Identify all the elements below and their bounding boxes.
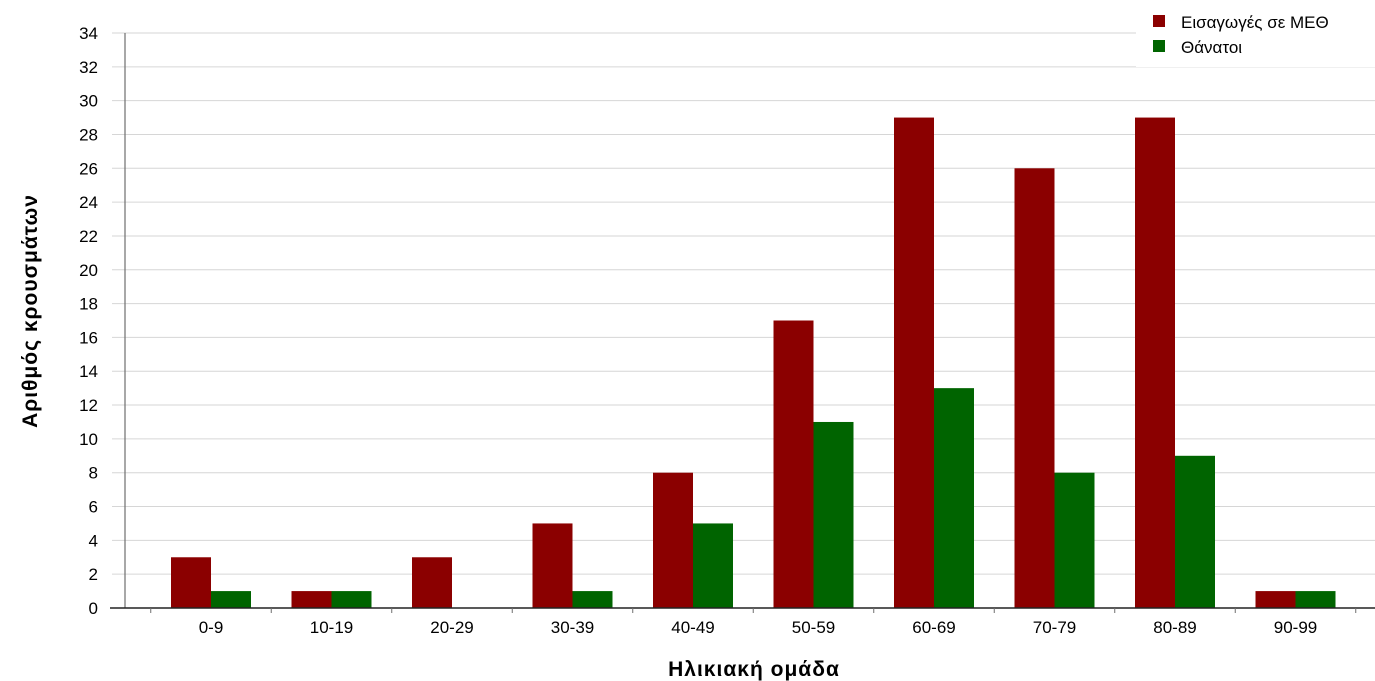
y-tick-label: 4 — [89, 531, 98, 550]
y-tick-label: 30 — [79, 92, 98, 111]
y-tick-label: 10 — [79, 430, 98, 449]
icu-admissions-bar-80-89 — [1135, 117, 1175, 608]
x-tick-label: 70-79 — [1033, 618, 1076, 637]
deaths-bar-90-99 — [1295, 591, 1336, 608]
x-tick-label: 0-9 — [199, 618, 224, 637]
y-tick-label: 12 — [79, 396, 98, 415]
icu-admissions-bar-60-69 — [894, 117, 934, 608]
y-tick-label: 16 — [79, 328, 98, 347]
x-tick-label: 30-39 — [551, 618, 594, 637]
x-tick-label: 20-29 — [430, 618, 473, 637]
deaths-bar-30-39 — [572, 591, 613, 608]
icu-admissions-bar-0-9 — [171, 557, 211, 608]
icu-admissions-bar-20-29 — [412, 557, 452, 608]
deaths-bar-60-69 — [934, 388, 974, 608]
axes — [110, 33, 1375, 613]
deaths-bar-80-89 — [1175, 455, 1215, 608]
y-tick-label: 2 — [89, 565, 98, 584]
y-tick-label: 28 — [79, 125, 98, 144]
deaths-bar-50-59 — [813, 421, 854, 608]
y-tick-label: 22 — [79, 227, 98, 246]
y-axis-title: Αριθμός κρουσμάτων — [19, 194, 42, 428]
icu-admissions-bar-10-19 — [291, 591, 332, 608]
legend-swatch-deaths — [1153, 40, 1165, 52]
x-tick-label: 90-99 — [1274, 618, 1317, 637]
bars — [171, 117, 1336, 608]
x-tick-label: 50-59 — [792, 618, 835, 637]
icu-admissions-bar-30-39 — [532, 523, 573, 608]
x-axis-title: Ηλικιακή ομάδα — [668, 658, 840, 681]
y-tick-label: 8 — [89, 464, 98, 483]
y-tick-label: 34 — [79, 24, 98, 43]
deaths-bar-40-49 — [693, 523, 733, 608]
legend-swatch-icu-admissions — [1153, 15, 1165, 27]
legend-label-icu-admissions: Εισαγωγές σε ΜΕΘ — [1181, 13, 1329, 32]
x-tick-label: 40-49 — [671, 618, 714, 637]
x-tick-label: 60-69 — [912, 618, 955, 637]
y-tick-label: 18 — [79, 295, 98, 314]
deaths-bar-70-79 — [1054, 472, 1095, 608]
legend-background — [1136, 0, 1375, 67]
x-tick-label: 80-89 — [1153, 618, 1196, 637]
legend: Εισαγωγές σε ΜΕΘ Θάνατοι — [1136, 0, 1375, 67]
y-tick-label: 26 — [79, 159, 98, 178]
legend-label-deaths: Θάνατοι — [1181, 38, 1242, 57]
x-tick-label: 10-19 — [310, 618, 353, 637]
y-tick-label: 20 — [79, 261, 98, 280]
y-tick-label: 24 — [79, 193, 98, 212]
deaths-bar-10-19 — [331, 591, 372, 608]
deaths-bar-0-9 — [211, 591, 251, 608]
icu-admissions-bar-40-49 — [653, 472, 693, 608]
icu-admissions-bar-90-99 — [1255, 591, 1296, 608]
y-tick-label: 0 — [89, 599, 98, 618]
y-tick-label: 32 — [79, 58, 98, 77]
y-tick-label: 14 — [79, 362, 98, 381]
x-tick-labels: 0-9 10-19 20-29 30-39 40-49 50-59 60-69 70-79 80… — [199, 618, 1318, 637]
icu-admissions-bar-50-59 — [773, 320, 814, 608]
icu-admissions-bar-70-79 — [1014, 168, 1055, 608]
y-tick-label: 6 — [89, 498, 98, 517]
